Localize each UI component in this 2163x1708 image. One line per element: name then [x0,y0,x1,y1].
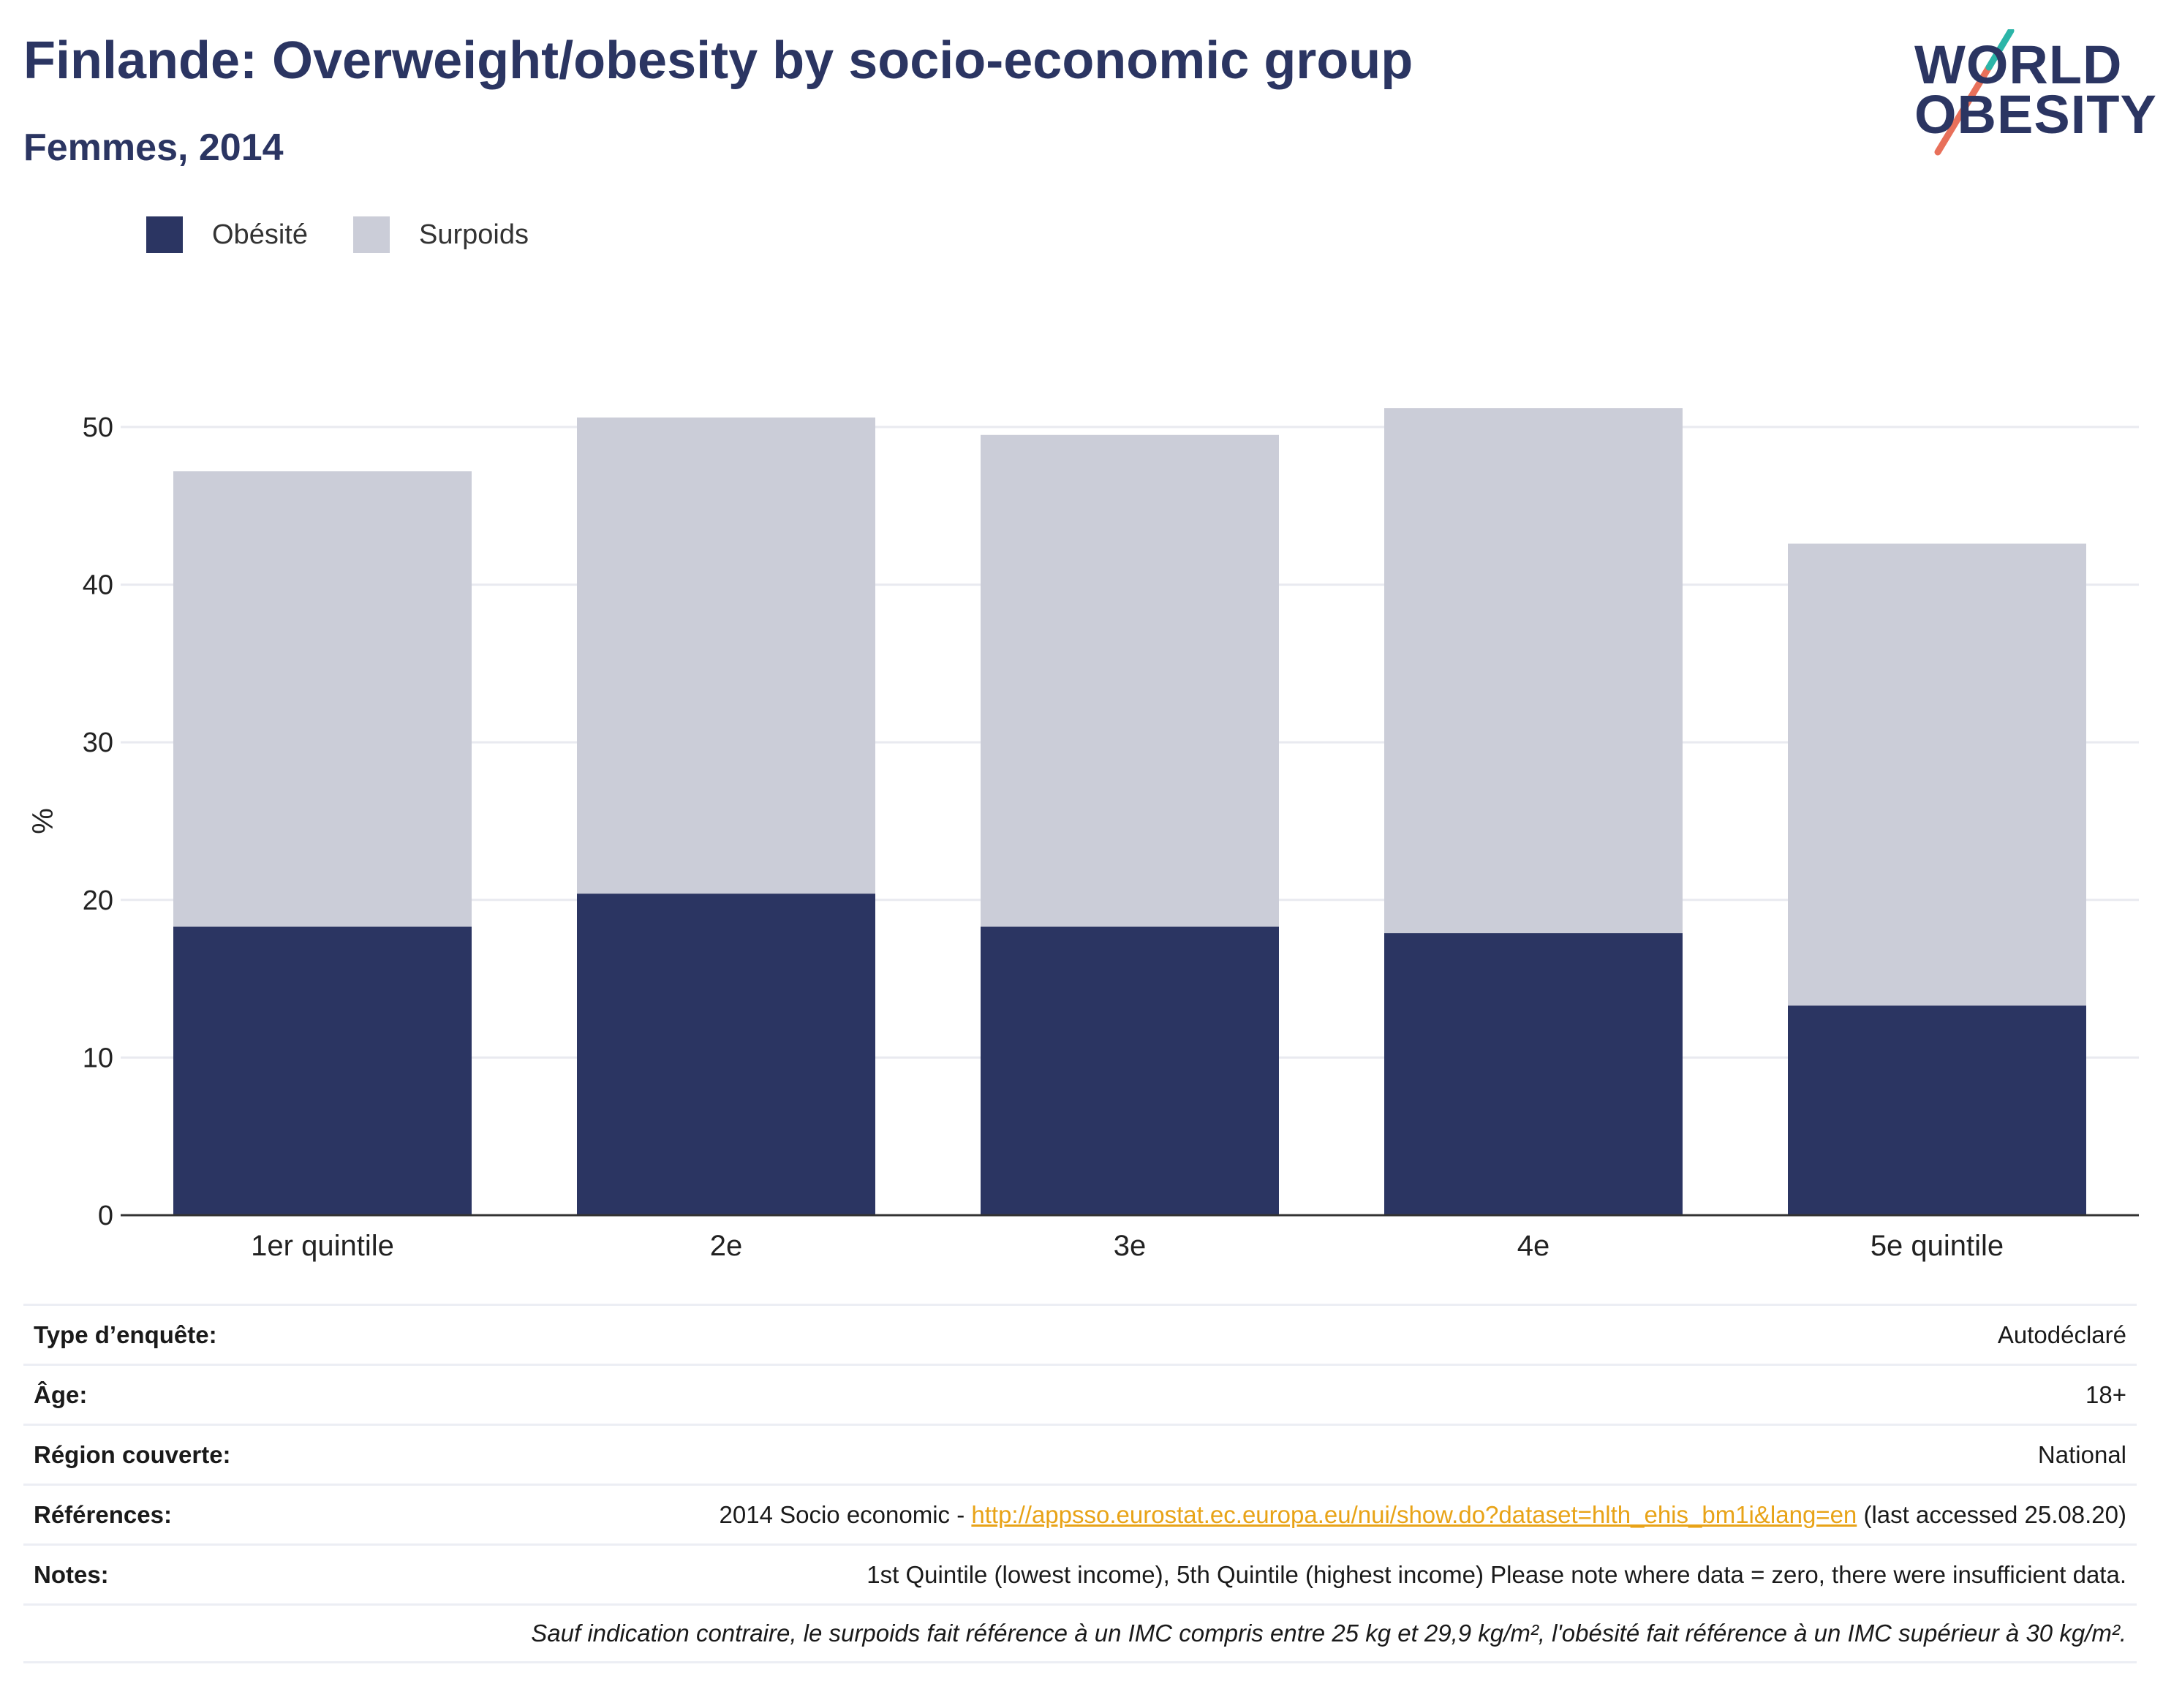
references-value: 2014 Socio economic - http://appsso.euro… [720,1501,2126,1529]
legend-label-obesite: Obésité [212,219,308,250]
stacked-bar-chart: 0 10 20 30 40 50% 1er quintile 2e 3e 4e 5e quintil… [27,408,2139,1262]
x-tick-label-3: 3e [1114,1230,1147,1262]
bar-obesite-4 [1384,933,1683,1215]
survey-type-label: Type d’enquête: [34,1320,217,1348]
info-row-references: Références: 2014 Socio economic - http:/… [23,1484,2137,1543]
logo-slash-icon [1934,29,2015,156]
y-tick-label-30: 30 [83,728,113,758]
info-row-footnote: Sauf indication contraire, le surpoids f… [23,1603,2137,1663]
bar-surpoids-4 [1384,408,1683,934]
y-tick-label-50: 50 [83,412,113,443]
y-axis-label: % [27,808,59,834]
info-row-region: Région couverte: National [23,1424,2137,1484]
legend-item-surpoids: Surpoids [352,216,529,253]
bar-obesite-2 [577,893,875,1215]
bar-obesite-5 [1788,1005,2086,1215]
footnote-text: Sauf indication contraire, le surpoids f… [531,1620,2126,1647]
x-tick-label-2: 2e [710,1230,743,1262]
bar-surpoids-3 [981,434,1279,927]
survey-type-value: Autodéclaré [1997,1320,2126,1348]
notes-label: Notes: [34,1560,109,1588]
age-label: Âge: [34,1380,88,1408]
legend-label-surpoids: Surpoids [418,219,529,250]
y-tick-label-10: 10 [83,1043,113,1073]
legend: Obésité Surpoids [146,216,574,253]
bar-obesite-3 [981,926,1279,1215]
references-link[interactable]: http://appsso.eurostat.ec.europa.eu/nui/… [971,1500,1857,1528]
bar-surpoids-5 [1788,543,2086,1006]
world-obesity-logo: WORLD OBESITY [1909,29,2156,161]
info-table: Type d’enquête: Autodéclaré Âge: 18+ Rég… [23,1304,2137,1663]
info-row-age: Âge: 18+ [23,1364,2137,1424]
x-tick-label-4: 4e [1517,1230,1550,1262]
x-tick-label-1: 1er quintile [251,1230,394,1262]
legend-item-obesite: Obésité [146,216,308,253]
references-prefix: 2014 Socio economic - [719,1500,972,1528]
chart-subtitle: Femmes, 2014 [23,126,284,169]
y-tick-label-20: 20 [83,885,113,916]
region-value: National [2037,1440,2126,1468]
bar-surpoids-2 [577,417,875,894]
bar-surpoids-1 [173,471,472,927]
y-tick-label-40: 40 [83,570,113,601]
x-tick-label-5: 5e quintile [1871,1230,2004,1262]
references-label: Références: [34,1500,172,1528]
info-row-survey-type: Type d’enquête: Autodéclaré [23,1304,2137,1364]
age-value: 18+ [2085,1380,2126,1408]
legend-swatch-obesite [146,216,183,253]
region-label: Région couverte: [34,1440,231,1468]
legend-swatch-surpoids [352,216,390,253]
chart-title: Finlande: Overweight/obesity by socio-ec… [23,31,1413,90]
bar-obesite-1 [173,926,472,1215]
references-suffix: (last accessed 25.08.20) [1857,1500,2126,1528]
logo-line1: WORLD [1914,34,2123,95]
logo-line2: OBESITY [1914,84,2157,145]
y-tick-label-0: 0 [98,1201,113,1231]
info-row-notes: Notes: 1st Quintile (lowest income), 5th… [23,1543,2137,1603]
notes-value: 1st Quintile (lowest income), 5th Quinti… [867,1560,2126,1588]
